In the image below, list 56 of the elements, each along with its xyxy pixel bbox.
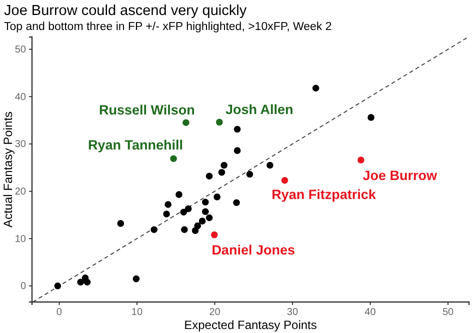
x-tick-label: 50	[442, 307, 454, 318]
point	[194, 222, 202, 230]
point	[266, 162, 274, 169]
annotation: Josh Allen	[226, 102, 294, 117]
y-tick-label: 0	[20, 281, 26, 292]
point	[184, 205, 192, 212]
point	[117, 220, 124, 227]
point	[246, 170, 254, 178]
annotation: Ryan Fitzpatrick	[272, 187, 376, 202]
point	[150, 226, 158, 233]
point	[214, 194, 220, 200]
point	[206, 172, 213, 180]
point	[170, 155, 177, 162]
x-tick-label: 10	[131, 307, 143, 318]
x-axis-title: Expected Fantasy Points	[184, 318, 317, 332]
x-tick-label: 20	[209, 307, 221, 318]
point	[210, 231, 218, 238]
point	[281, 176, 288, 184]
point	[164, 201, 172, 208]
point	[182, 119, 190, 126]
point	[234, 126, 241, 133]
chart-title: Joe Burrow could ascend very quickly	[4, 3, 248, 19]
point	[132, 275, 140, 282]
point	[312, 84, 320, 92]
point	[358, 156, 364, 164]
point	[368, 114, 374, 121]
y-tick-label: 20	[14, 186, 26, 198]
y-tick-label: 40	[14, 92, 26, 103]
annotation: Russell Wilson	[99, 102, 195, 118]
annotation: Joe Burrow	[362, 168, 438, 183]
point	[181, 226, 188, 233]
point	[233, 199, 240, 206]
point	[77, 278, 84, 286]
point	[218, 168, 226, 176]
annotation: Daniel Jones	[212, 242, 295, 258]
point	[163, 210, 170, 218]
y-tick-label: 30	[14, 139, 26, 150]
x-tick-label: 30	[286, 307, 298, 318]
point	[234, 147, 241, 154]
annotation: Ryan Tannehill	[88, 137, 184, 152]
x-tick-label: 40	[364, 307, 376, 318]
chart-subtitle: Top and bottom three in FP +/- xFP highlighted, >10xFP, Week 2	[4, 21, 332, 33]
point	[216, 118, 223, 126]
point	[220, 162, 228, 169]
point	[202, 208, 209, 216]
y-axis-title: Actual Fantasy Points	[1, 111, 15, 228]
point	[180, 208, 188, 216]
point	[84, 278, 91, 286]
point	[54, 282, 62, 290]
y-tick-label: 50	[14, 44, 26, 56]
x-tick-label: 0	[56, 307, 62, 318]
y-tick-label: 10	[14, 234, 26, 245]
point	[206, 214, 213, 222]
point	[176, 191, 182, 198]
point	[202, 198, 209, 206]
point	[198, 218, 206, 224]
